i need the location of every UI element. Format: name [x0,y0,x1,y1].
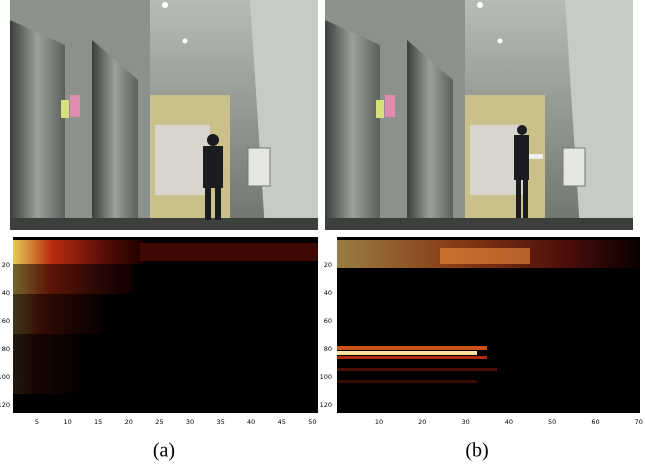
y-tick-label: 120 [320,401,332,409]
x-tick-label: 30 [461,418,469,426]
y-tick-label: 80 [2,345,10,353]
x-tick-label: 50 [308,418,316,426]
y-tick-label: 40 [2,289,10,297]
x-tick-label: 50 [548,418,556,426]
x-tick-label: 5 [35,418,39,426]
x-tick-label: 20 [125,418,133,426]
x-tick-label: 60 [591,418,599,426]
panel-caption: (b) [465,440,488,462]
y-tick-label: 20 [2,261,10,269]
x-tick-label: 25 [155,418,163,426]
x-tick-label: 10 [375,418,383,426]
panel-caption: (a) [153,440,175,462]
x-tick-label: 45 [278,418,286,426]
photo-a [10,0,318,230]
x-tick-label: 10 [63,418,71,426]
y-tick-label: 60 [2,317,10,325]
y-tick-label: 60 [324,317,332,325]
heatmap-a [13,237,318,413]
y-tick-label: 20 [324,261,332,269]
y-tick-label: 80 [324,345,332,353]
x-tick-label: 40 [247,418,255,426]
x-tick-label: 15 [94,418,102,426]
x-tick-label: 35 [216,418,224,426]
x-tick-label: 70 [635,418,643,426]
heatmap-b [337,237,640,413]
x-tick-label: 20 [418,418,426,426]
figure: 5 10 15 20 25 30 35 40 45 50 20 40 60 80 100 120 (a) 10 20… [0,0,645,464]
x-tick-label: 30 [186,418,194,426]
y-tick-label: 40 [324,289,332,297]
y-tick-label: 100 [0,373,10,381]
photo-b [325,0,633,230]
x-tick-label: 40 [505,418,513,426]
y-tick-label: 100 [320,373,332,381]
y-tick-label: 120 [0,401,10,409]
